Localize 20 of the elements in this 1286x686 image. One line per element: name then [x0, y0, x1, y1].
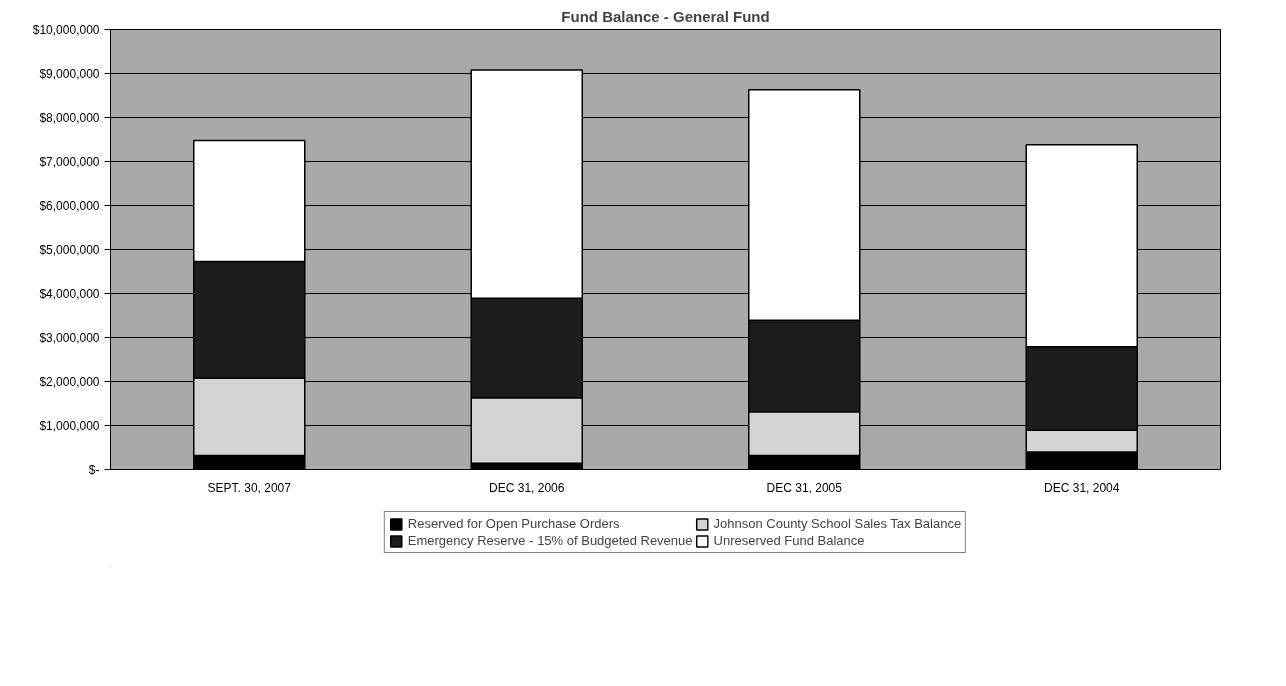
legend-label: Emergency Reserve - 15% of Budgeted Revenue [407, 533, 693, 548]
y-tick-label: $8,000,000 [39, 110, 100, 125]
y-tick-label: $2,000,000 [39, 374, 100, 389]
y-tick-label: $9,000,000 [39, 66, 100, 81]
y-tick-label: $- [88, 462, 100, 477]
legend-label: Johnson County School Sales Tax Balance [713, 516, 962, 531]
y-tick-label: $3,000,000 [39, 330, 100, 345]
x-tick-label: DEC 31, 2004 [1044, 480, 1120, 495]
x-tick-label: DEC 31, 2005 [766, 480, 843, 495]
y-tick-label: $10,000,000 [32, 22, 100, 37]
legend-label: Reserved for Open Purchase Orders [407, 516, 620, 531]
y-tick-label: $4,000,000 [39, 286, 100, 301]
x-tick-label: DEC 31, 2006 [489, 480, 565, 495]
y-tick-label: $5,000,000 [39, 242, 100, 257]
x-tick-label: SEPT. 30, 2007 [207, 480, 292, 495]
legend-label: Unreserved Fund Balance [713, 533, 865, 548]
y-tick-label: $7,000,000 [39, 154, 100, 169]
y-tick-label: $1,000,000 [39, 418, 100, 433]
y-tick-label: $6,000,000 [39, 198, 100, 213]
chart-title: Fund Balance - General Fund [561, 7, 770, 25]
